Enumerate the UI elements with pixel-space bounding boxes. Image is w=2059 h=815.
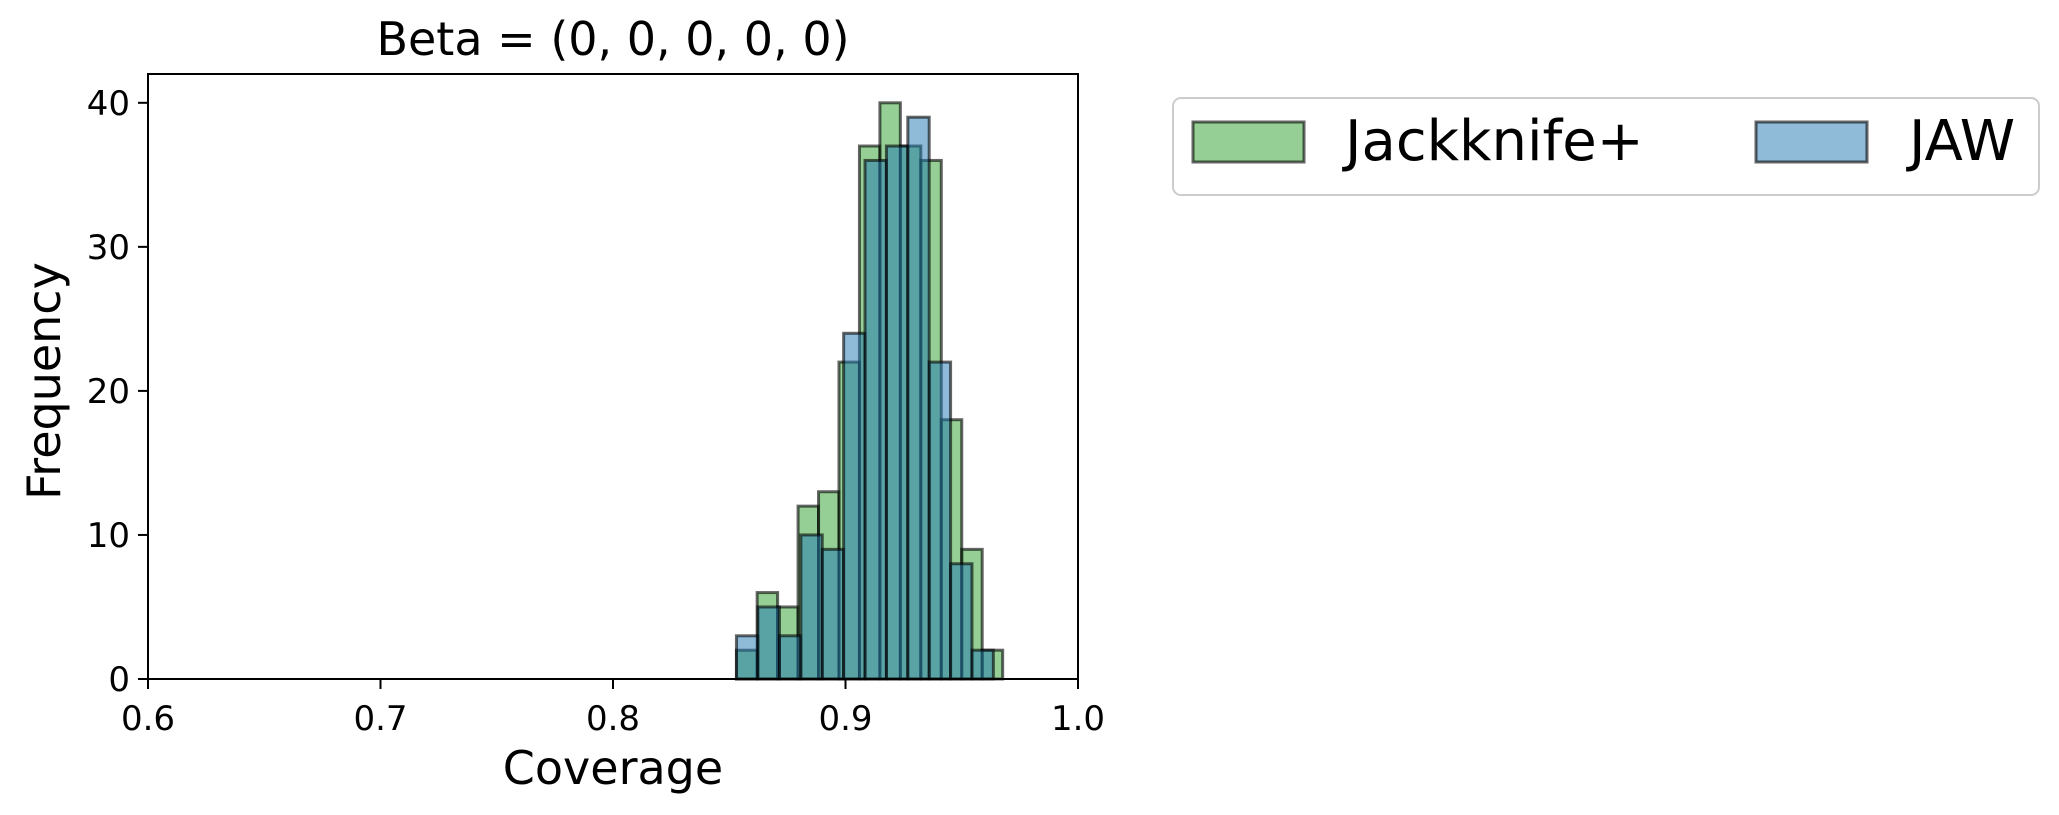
legend-label-jaw: JAW [1906, 109, 2015, 174]
x-tick-label: 0.8 [586, 699, 640, 739]
x-tick-label: 1.0 [1051, 699, 1105, 739]
legend-label-jackknife-plus: Jackknife+ [1342, 109, 1644, 174]
legend: Jackknife+ JAW [1172, 97, 2040, 196]
y-tick-label: 40 [87, 84, 130, 124]
bar-jaw-9 [927, 360, 953, 681]
bar-jaw-6 [863, 158, 888, 681]
bar-jaw-0 [734, 634, 760, 681]
y-axis-label: Frequency [17, 262, 71, 500]
bar-jaw-7 [884, 144, 910, 681]
legend-swatch-jaw [1754, 120, 1869, 164]
bar-jaw-4 [820, 547, 846, 681]
y-tick-label: 0 [108, 660, 130, 700]
bar-jaw-11 [970, 648, 995, 681]
bar-jaw-10 [949, 562, 974, 681]
x-tick-label: 0.6 [121, 699, 175, 739]
x-axis-label: Coverage [503, 741, 723, 795]
bars-layer [734, 101, 1005, 681]
legend-swatch-jackknife-plus [1191, 120, 1306, 164]
x-tick-label: 0.9 [818, 699, 872, 739]
chart-title: Beta = (0, 0, 0, 0, 0) [376, 12, 849, 66]
y-tick-label: 20 [87, 372, 130, 412]
bar-jaw-2 [777, 634, 803, 681]
y-tick-label: 10 [87, 516, 130, 556]
y-axis-ticks: 0 10 20 30 40 [87, 84, 148, 700]
y-tick-label: 30 [87, 228, 130, 268]
x-tick-label: 0.7 [353, 699, 407, 739]
bar-jaw-1 [756, 605, 781, 681]
bar-jaw-5 [842, 331, 867, 681]
bar-jaw-3 [799, 533, 824, 681]
x-axis-ticks: 0.6 0.7 0.8 0.9 1.0 [121, 679, 1105, 739]
bar-jaw-8 [906, 115, 931, 681]
